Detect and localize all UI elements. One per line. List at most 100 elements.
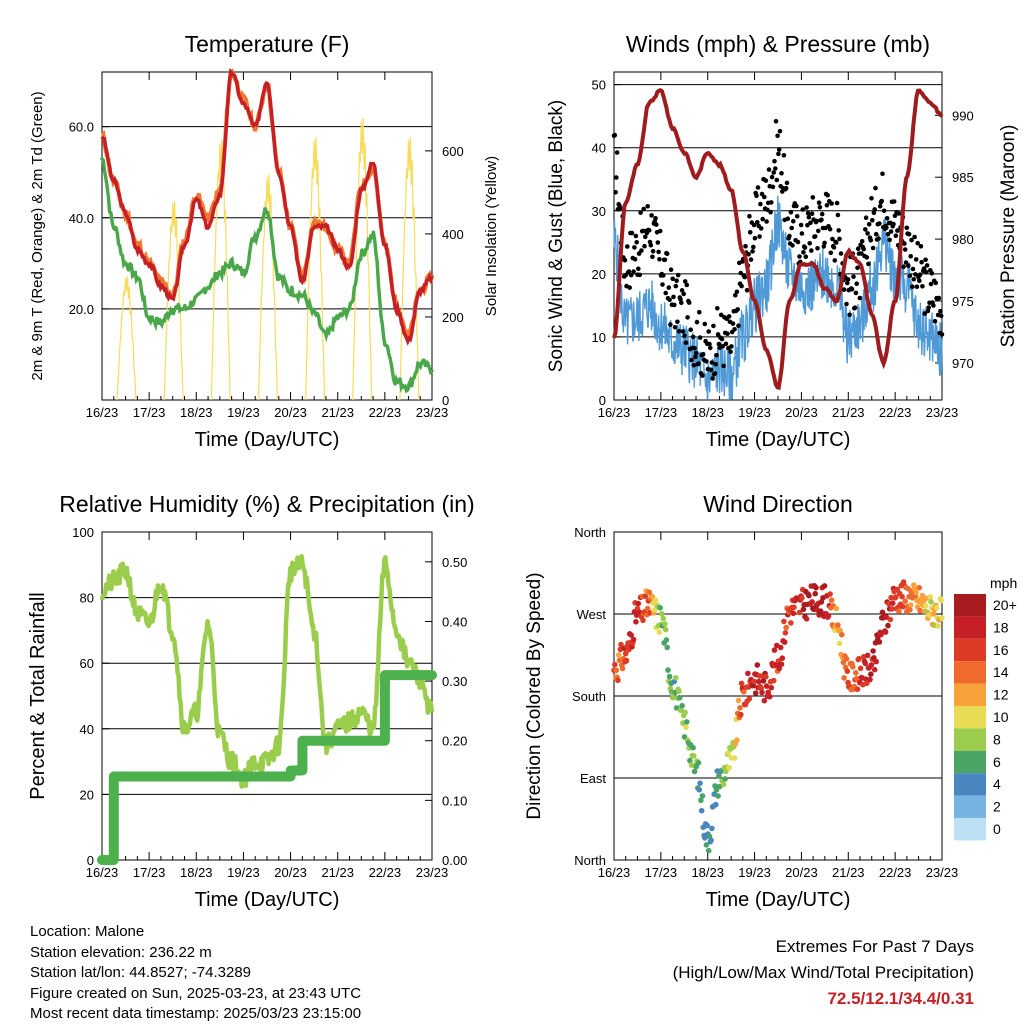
wind-y2tick-label: 980: [952, 232, 974, 247]
wind-gust-point: [769, 174, 775, 180]
wind-gust-point: [751, 222, 757, 228]
wind-gust-point: [816, 200, 822, 205]
wind-gust-point: [689, 357, 694, 363]
winds-pressure-panel: Winds (mph) & Pressure (mb) 16/23 17/23 18/…: [546, 31, 1019, 451]
dir-point: [709, 825, 715, 832]
wind-gust-point: [869, 196, 874, 201]
temp-2m-line: [100, 67, 434, 346]
wind-gust-point: [783, 185, 789, 191]
wind-gust-point: [830, 236, 835, 242]
dir-xtick-label: 21/23: [832, 865, 865, 880]
wind-gust-point: [866, 261, 871, 267]
wind-gust-point: [799, 231, 805, 236]
dir-point: [868, 671, 874, 677]
dir-point: [633, 619, 639, 625]
wind-gust-point: [750, 249, 755, 254]
wind-gust-point: [622, 257, 628, 263]
wind-gust-point: [929, 271, 935, 276]
wind-gust-point: [938, 313, 944, 319]
wind-gust-point: [817, 205, 823, 210]
dir-point: [635, 600, 642, 607]
wind-gust-point: [861, 246, 866, 252]
wind-ytick-label: 30: [592, 204, 606, 219]
dir-point: [669, 694, 676, 701]
dir-point: [900, 603, 906, 610]
colorbar-label: 6: [993, 754, 1001, 770]
wind-gust-point: [805, 210, 811, 216]
wind-xtick-label: 20/23: [785, 405, 818, 420]
wind-gust-point: [864, 255, 870, 260]
colorbar-swatch: [954, 661, 986, 684]
colorbar-label: 10: [993, 709, 1009, 725]
dir-point: [927, 594, 934, 600]
dir-point: [837, 627, 843, 634]
wind-gust-point: [834, 200, 840, 206]
rh-y2tick-label: 0.50: [442, 555, 467, 570]
wind-gust-point: [744, 288, 750, 293]
dir-point: [699, 793, 706, 799]
rh-xtick-label: 21/23: [321, 865, 354, 880]
wind-gust-point: [798, 222, 804, 228]
wind-gust-point: [873, 185, 878, 191]
dir-point: [628, 632, 634, 638]
wind-speed-line: [613, 195, 943, 401]
dir-point: [791, 604, 797, 611]
dir-point: [660, 615, 667, 622]
wind-gust-point: [936, 295, 942, 301]
temp-xtick-label: 20/23: [274, 405, 307, 420]
dir-point: [691, 768, 698, 775]
wind-gust-point: [895, 228, 900, 233]
wind-gust-point: [834, 240, 839, 245]
wind-gust-point: [907, 273, 913, 279]
temp-ylabel-right: Solar Insolation (Yellow): [483, 156, 500, 316]
colorbar-swatch: [954, 795, 986, 818]
wind-gust-point: [632, 245, 637, 250]
dir-point: [867, 676, 873, 683]
figure-created: Figure created on Sun, 2025-03-23, at 23…: [30, 984, 362, 1002]
wind-gust-point: [626, 269, 632, 274]
wind-gust-point: [868, 237, 874, 243]
dir-point: [745, 670, 751, 677]
dir-point: [781, 618, 787, 625]
wind-xtick-label: 22/23: [879, 405, 912, 420]
dir-point: [761, 697, 768, 704]
dir-point: [836, 640, 843, 647]
wind-gust-point: [904, 225, 910, 231]
humidity-precip-panel: Relative Humidity (%) & Precipitation (i…: [27, 491, 475, 911]
dir-point: [812, 590, 818, 597]
dir-point: [751, 678, 757, 685]
wind-gust-point: [736, 323, 741, 329]
wind-gust-point: [857, 295, 863, 301]
dir-point: [698, 807, 705, 814]
dir-point: [642, 593, 649, 600]
dir-point: [803, 616, 810, 622]
dir-point: [676, 688, 682, 695]
dir-point: [663, 637, 670, 643]
wind-gust-point: [668, 267, 674, 273]
wind-gust-point: [641, 206, 646, 212]
wind-gust-point: [928, 281, 934, 287]
dir-xtick-label: 22/23: [879, 865, 912, 880]
wind-gust-point: [683, 340, 689, 346]
dir-point: [630, 636, 637, 643]
wind-gust-point: [926, 305, 931, 310]
dir-point: [734, 737, 740, 743]
wind-gust-point: [914, 284, 920, 290]
wind-gust-point: [729, 344, 734, 349]
wind-gust-point: [723, 341, 729, 347]
wind-gust-point: [790, 243, 795, 248]
wind-xtick-label: 19/23: [738, 405, 771, 420]
rh-xtick-label: 19/23: [227, 865, 260, 880]
temp-xtick-label: 23/23: [416, 405, 449, 420]
station-elevation: Station elevation: 236.22 m: [30, 943, 212, 961]
colorbar-swatch: [954, 594, 986, 617]
colorbar-swatch: [954, 706, 986, 729]
dir-point: [652, 597, 659, 603]
colorbar-swatch: [954, 638, 986, 662]
dir-point: [862, 660, 869, 667]
dir-point: [690, 744, 696, 751]
dir-xtick-label: 17/23: [645, 865, 678, 880]
wind-gust-point: [618, 206, 623, 211]
dir-point: [726, 764, 732, 771]
dir-point: [695, 760, 702, 766]
